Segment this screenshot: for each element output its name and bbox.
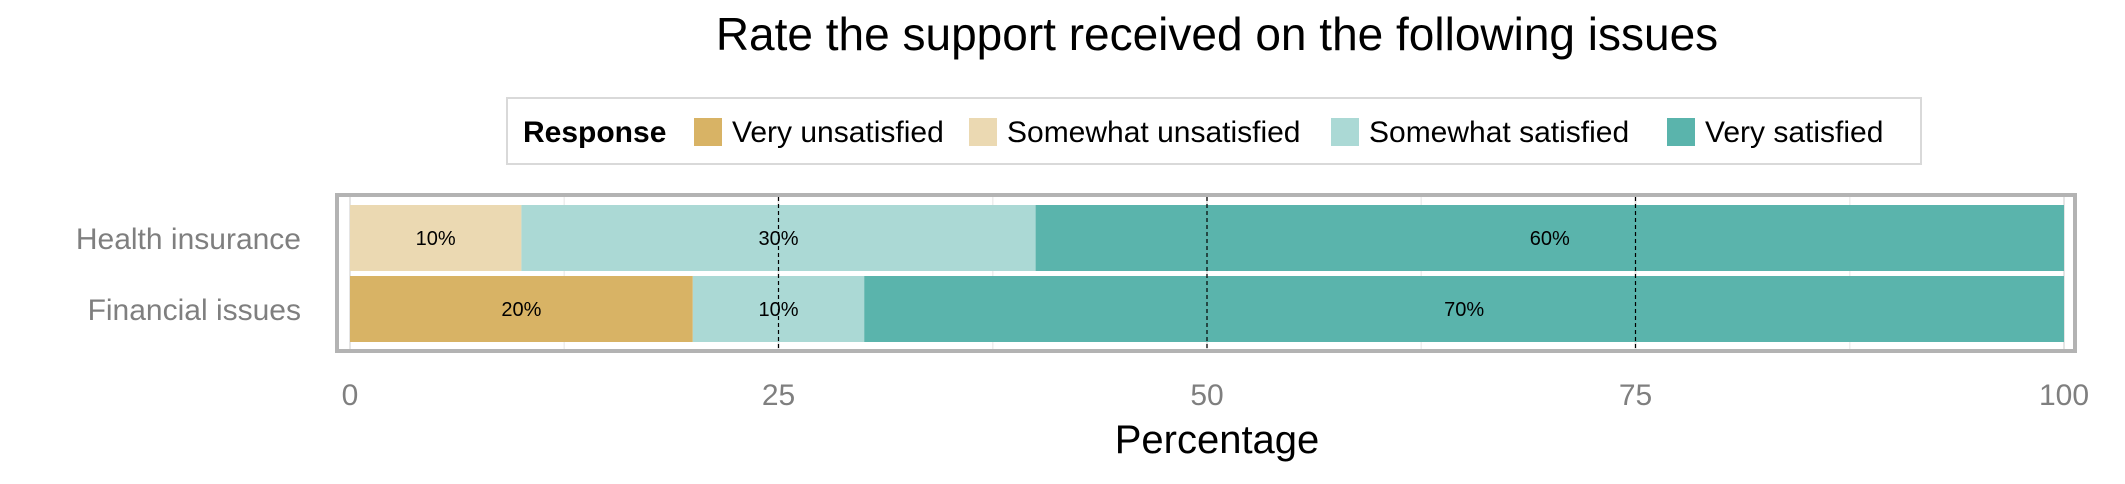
legend-key-very-unsatisfied [694, 118, 722, 146]
x-tick-label-75: 75 [1619, 379, 1652, 412]
legend-title: Response [523, 116, 666, 149]
bar-label-financial-issues-very-satisfied: 70% [1444, 299, 1484, 321]
bar-financial-issues-very-unsatisfied [350, 276, 693, 342]
chart-title: Rate the support received on the followi… [716, 8, 1718, 60]
x-tick-label-50: 50 [1190, 379, 1223, 412]
bar-label-health-insurance-somewhat-unsatisfied: 10% [416, 228, 456, 250]
x-axis-title: Percentage [1115, 418, 1320, 462]
y-tick-label-health-insurance: Health insurance [76, 223, 301, 256]
bar-label-health-insurance-somewhat-satisfied: 30% [758, 228, 798, 250]
bar-financial-issues-very-satisfied [864, 276, 2065, 342]
bar-label-financial-issues-very-unsatisfied: 20% [501, 299, 541, 321]
bar-label-health-insurance-very-satisfied: 60% [1530, 228, 1570, 250]
x-tick-label-25: 25 [762, 379, 795, 412]
legend-key-somewhat-unsatisfied [969, 118, 997, 146]
legend-key-somewhat-satisfied [1331, 118, 1359, 146]
legend-label-very-satisfied: Very satisfied [1705, 116, 1883, 149]
legend-key-very-satisfied [1667, 118, 1695, 146]
legend-label-somewhat-unsatisfied: Somewhat unsatisfied [1007, 116, 1301, 149]
y-tick-label-financial-issues: Financial issues [88, 294, 301, 327]
legend-label-somewhat-satisfied: Somewhat satisfied [1369, 116, 1629, 149]
legend-label-very-unsatisfied: Very unsatisfied [732, 116, 944, 149]
plot-border [335, 193, 2077, 353]
bar-health-insurance-somewhat-unsatisfied [350, 205, 522, 271]
x-tick-label-100: 100 [2039, 379, 2089, 412]
legend: Response Very unsatisfied Somewhat unsati… [506, 97, 1922, 165]
x-tick-label-0: 0 [342, 379, 359, 412]
bar-label-financial-issues-somewhat-satisfied: 10% [758, 299, 798, 321]
plot-area: 10% 30% 60% 20% 10% 70% Health insurance Finan… [76, 193, 2089, 412]
